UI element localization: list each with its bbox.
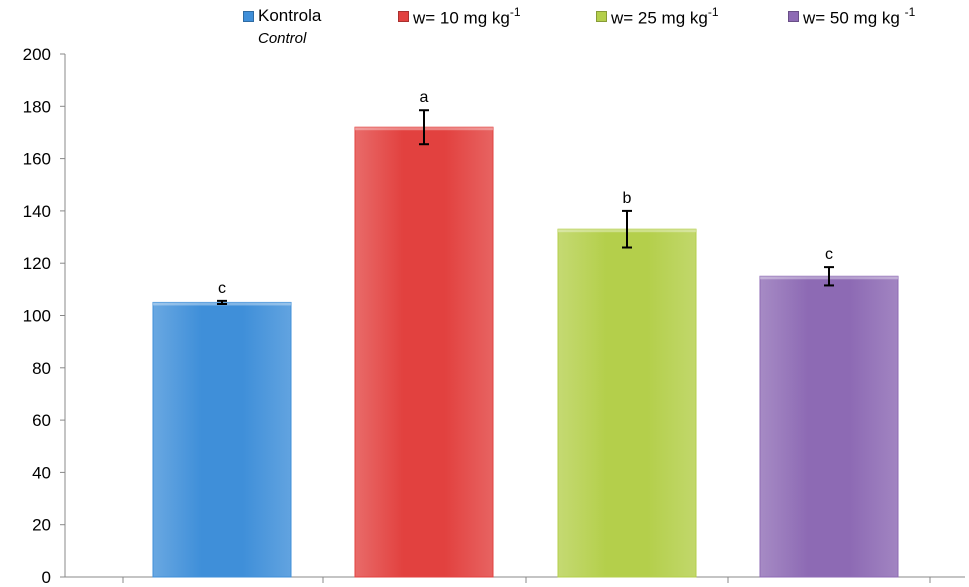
legend-label-50: w= 50 mg kg -1 xyxy=(803,5,916,28)
y-tick-label: 40 xyxy=(32,463,51,482)
legend-swatch-25 xyxy=(596,11,607,22)
legend-swatch-control xyxy=(243,11,254,22)
y-tick-label: 100 xyxy=(23,307,51,326)
y-tick-label: 140 xyxy=(23,202,51,221)
legend-sublabel-control: Control xyxy=(258,30,307,47)
significance-label: b xyxy=(623,190,632,207)
bar xyxy=(759,275,899,578)
legend-label-control: Kontrola xyxy=(258,6,322,25)
y-tick-label: 200 xyxy=(23,45,51,64)
legend-label-25: w= 25 mg kg-1 xyxy=(611,5,719,28)
y-tick-label: 0 xyxy=(42,568,51,587)
significance-label: c xyxy=(218,280,226,297)
legend-label-10: w= 10 mg kg-1 xyxy=(413,5,521,28)
legend-item-50: w= 50 mg kg -1 xyxy=(788,5,916,29)
y-tick-label: 120 xyxy=(23,254,51,273)
legend-item-10: w= 10 mg kg-1 xyxy=(398,5,521,29)
y-tick-label: 80 xyxy=(32,359,51,378)
legend-swatch-10 xyxy=(398,11,409,22)
legend-item-25: w= 25 mg kg-1 xyxy=(596,5,719,29)
y-tick-label: 20 xyxy=(32,516,51,535)
y-tick-label: 60 xyxy=(32,411,51,430)
y-tick-label: 160 xyxy=(23,150,51,169)
legend-swatch-50 xyxy=(788,11,799,22)
bar xyxy=(354,126,494,578)
significance-label: c xyxy=(825,246,833,263)
legend: Kontrola Control w= 10 mg kg-1 w= 25 mg … xyxy=(0,5,969,56)
significance-label: a xyxy=(420,89,429,106)
legend-item-control: Kontrola Control xyxy=(243,6,322,47)
bar xyxy=(557,228,697,578)
y-tick-label: 180 xyxy=(23,97,51,116)
bar xyxy=(152,301,292,578)
